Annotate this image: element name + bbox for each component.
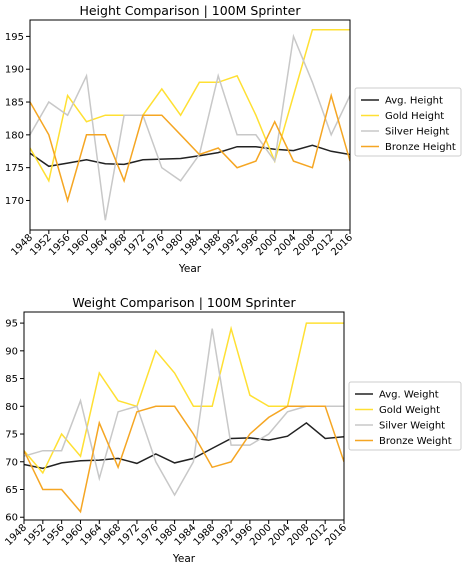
plot-frame bbox=[29, 19, 351, 231]
y-tick-label: 195 bbox=[5, 32, 24, 43]
legend-label: Gold Weight bbox=[379, 405, 440, 416]
series-line-silver-weight bbox=[24, 328, 344, 497]
legend-box bbox=[354, 87, 462, 157]
height-chart: Height Comparison | 100M Sprinter 170 175 1… bbox=[5, 3, 462, 275]
series-lines bbox=[30, 29, 350, 221]
legend-label: Bronze Height bbox=[385, 142, 456, 153]
legend-box bbox=[348, 381, 462, 451]
y-tick-label: 65 bbox=[5, 485, 18, 496]
series-line-silver-height bbox=[30, 33, 350, 221]
series-line-avg-height bbox=[30, 144, 350, 168]
y-tick-label: 170 bbox=[5, 196, 24, 207]
y-tick-label: 80 bbox=[5, 402, 18, 413]
x-tick-label: 2016 bbox=[323, 522, 349, 548]
legend-label: Silver Weight bbox=[379, 421, 445, 432]
legend-label: Bronze Weight bbox=[379, 436, 452, 447]
series-line-bronze-weight bbox=[24, 405, 344, 514]
y-tick-label: 185 bbox=[5, 98, 24, 109]
y-tick-label: 95 bbox=[5, 319, 18, 330]
y-tick-label: 70 bbox=[5, 457, 18, 468]
chart-title: Weight Comparison | 100M Sprinter bbox=[72, 295, 296, 310]
legend-label: Avg. Weight bbox=[379, 390, 439, 401]
y-tick-label: 180 bbox=[5, 130, 24, 141]
legend: Avg. Height Gold Height Silver Height Bronz… bbox=[354, 87, 462, 157]
legend-label: Gold Height bbox=[385, 111, 444, 122]
y-tick-label: 75 bbox=[5, 430, 18, 441]
x-tick-label: 2016 bbox=[329, 232, 355, 258]
x-axis-label: Year bbox=[172, 553, 196, 565]
legend-label: Silver Height bbox=[385, 127, 449, 138]
x-axis-label: Year bbox=[178, 263, 202, 275]
weight-chart: Weight Comparison | 100M Sprinter 60 65 70 7… bbox=[3, 295, 462, 565]
series-line-gold-weight bbox=[24, 322, 344, 475]
legend-label: Avg. Height bbox=[385, 96, 443, 107]
y-tick-label: 85 bbox=[5, 374, 18, 385]
y-tick-label: 60 bbox=[5, 513, 18, 524]
chart-title: Height Comparison | 100M Sprinter bbox=[79, 3, 301, 18]
series-lines bbox=[24, 322, 344, 514]
y-tick-label: 90 bbox=[5, 346, 18, 357]
plot-frame bbox=[23, 311, 345, 521]
y-tick-label: 190 bbox=[5, 65, 24, 76]
series-line-bronze-height bbox=[30, 92, 350, 204]
y-tick-label: 175 bbox=[5, 163, 24, 174]
legend: Avg. Weight Gold Weight Silver Weight Bronz… bbox=[348, 381, 462, 451]
series-line-gold-height bbox=[30, 29, 350, 183]
series-line-avg-weight bbox=[24, 421, 344, 470]
